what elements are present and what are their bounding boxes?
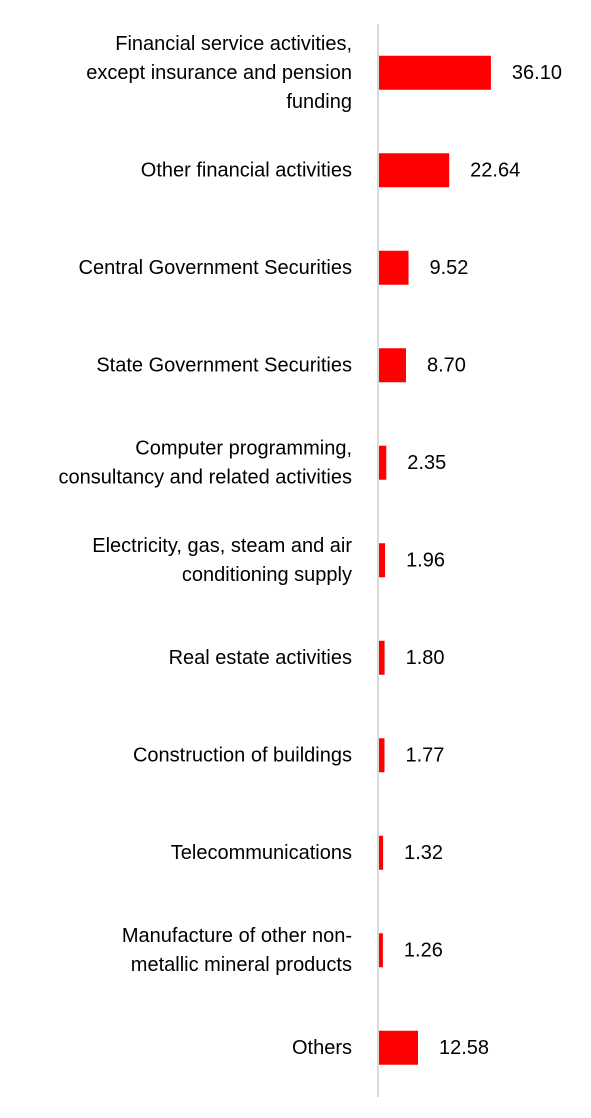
category-label: Real estate activities [169, 647, 352, 669]
bar [379, 445, 387, 480]
value-label: 1.77 [405, 744, 444, 766]
category-label: Other financial activities [141, 159, 352, 181]
value-label: 1.80 [406, 647, 445, 669]
category-label: consultancy and related activities [59, 466, 353, 488]
value-label: 12.58 [439, 1037, 489, 1059]
category-label: Manufacture of other non- [122, 925, 352, 947]
bar [379, 250, 409, 285]
value-labels-group: 36.10 22.64 9.52 8.70 2.35 1.96 1.80 1.77 1.32 1.… [404, 62, 562, 1059]
bar [379, 348, 406, 383]
category-labels-group: Financial service activities, except insu… [59, 33, 353, 1059]
bar [379, 640, 385, 675]
value-label: 1.96 [406, 549, 445, 571]
category-label: Telecommunications [171, 842, 352, 864]
bars-group [379, 55, 491, 1065]
category-label: State Government Securities [96, 354, 352, 376]
value-label: 22.64 [470, 159, 520, 181]
bar [379, 55, 491, 90]
bar [379, 933, 383, 968]
bar [379, 543, 386, 578]
category-label: Financial service activities, [115, 33, 352, 55]
bar [379, 738, 385, 773]
category-label: funding [286, 91, 352, 113]
bar [379, 153, 450, 188]
value-label: 1.26 [404, 939, 443, 961]
value-label: 9.52 [430, 257, 469, 279]
category-label: Construction of buildings [133, 744, 352, 766]
value-label: 2.35 [407, 452, 446, 474]
category-label: Computer programming, [135, 437, 352, 459]
value-label: 8.70 [427, 354, 466, 376]
value-label: 36.10 [512, 62, 562, 84]
bar [379, 1030, 418, 1065]
category-label: Others [292, 1037, 352, 1059]
category-label: Central Government Securities [79, 257, 352, 279]
category-label: conditioning supply [182, 564, 352, 586]
category-label: except insurance and pension [86, 62, 352, 84]
bar [379, 835, 384, 870]
category-label: Electricity, gas, steam and air [92, 535, 352, 557]
category-label: metallic mineral products [131, 954, 352, 976]
value-label: 1.32 [404, 842, 443, 864]
